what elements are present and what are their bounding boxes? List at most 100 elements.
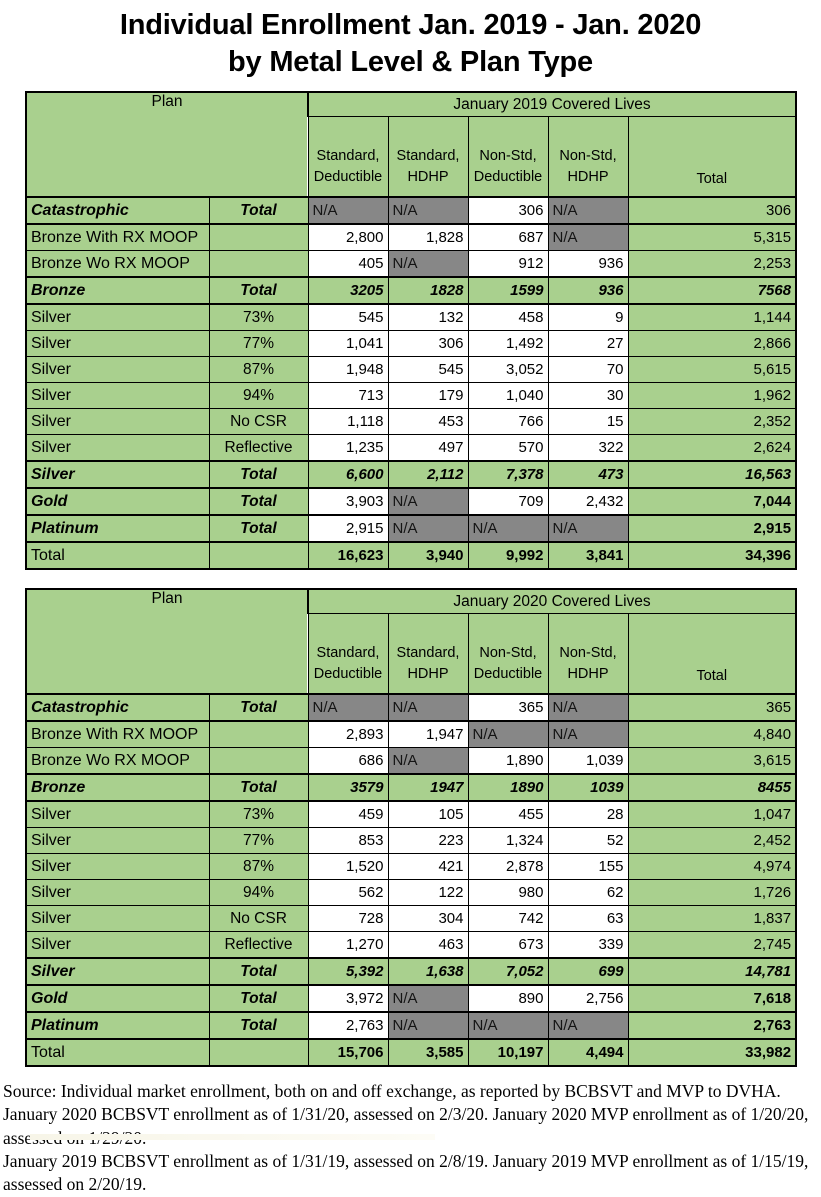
plan-name-cell: Platinum (25, 514, 210, 544)
value-cell: 2,800 (307, 223, 389, 252)
value-cell: 122 (387, 879, 469, 907)
plan-name-cell: Silver (25, 905, 210, 933)
value-cell: 686 (307, 747, 389, 775)
table-row: Bronze Total 3205 1828 1599 936 7568 (25, 276, 797, 306)
plan-subtype-cell: 73% (208, 800, 309, 829)
plan-header-cell: Plan (25, 91, 309, 198)
value-cell: 458 (467, 303, 549, 332)
table-header-row-2: Standard, Deductible Standard, HDHP Non-… (26, 613, 797, 696)
plan-subtype-cell: 73% (208, 303, 309, 332)
value-cell: 405 (307, 250, 389, 278)
value-cell: 9,992 (467, 541, 549, 571)
value-cell: 2,432 (547, 487, 629, 517)
table-row: Platinum Total 2,763 N/A N/A N/A 2,763 (25, 1011, 797, 1041)
value-cell: 1,235 (307, 434, 389, 462)
plan-name-cell: Bronze With RX MOOP (25, 720, 210, 749)
value-cell: 1,047 (627, 800, 797, 829)
table-row: Silver 94% 713 179 1,040 30 1,962 (25, 382, 797, 410)
plan-name-cell: Silver (25, 800, 210, 829)
plan-subtype-cell: Total (208, 957, 309, 987)
value-cell: 4,840 (627, 720, 797, 749)
na-cell: N/A (387, 984, 469, 1014)
column-header-total: Total (627, 613, 797, 696)
value-cell: 728 (307, 905, 389, 933)
value-cell: 2,745 (627, 931, 797, 959)
value-cell: 1,520 (307, 853, 389, 881)
table-row: Silver 77% 853 223 1,324 52 2,452 (25, 827, 797, 855)
value-cell: 2,112 (387, 460, 469, 490)
value-cell: 912 (467, 250, 549, 278)
table-row: Silver 94% 562 122 980 62 1,726 (25, 879, 797, 907)
na-cell: N/A (387, 514, 469, 544)
value-cell: 63 (547, 905, 629, 933)
na-cell: N/A (467, 1011, 549, 1041)
value-cell: 1,638 (387, 957, 469, 987)
value-cell: 1,324 (467, 827, 549, 855)
value-cell: 14,781 (627, 957, 797, 987)
na-cell: N/A (467, 720, 549, 749)
value-cell: 497 (387, 434, 469, 462)
na-cell: N/A (307, 196, 389, 226)
value-cell: 105 (387, 800, 469, 829)
value-cell: 459 (307, 800, 389, 829)
plan-name-cell: Silver (25, 853, 210, 881)
table-row: Silver 77% 1,041 306 1,492 27 2,866 (25, 330, 797, 358)
value-cell: 306 (627, 196, 797, 226)
value-cell: 1,837 (627, 905, 797, 933)
source-note-line: January 2020 BCBSVT enrollment as of 1/3… (3, 1104, 809, 1147)
value-cell: 853 (307, 827, 389, 855)
plan-name-cell: Bronze (25, 773, 210, 803)
value-cell: 1828 (387, 276, 469, 306)
column-header-standard-deductible: Standard, Deductible (307, 613, 389, 696)
value-cell: 980 (467, 879, 549, 907)
table-header-row-2: Standard, Deductible Standard, HDHP Non-… (26, 116, 797, 199)
enrollment-table-2019: Plan January 2019 Covered Lives Standard… (25, 91, 798, 571)
table-row: Silver Reflective 1,235 497 570 322 2,624 (25, 434, 797, 462)
plan-name-cell: Silver (25, 303, 210, 332)
column-header-nonstd-deductible: Non-Std, Deductible (467, 613, 549, 696)
plan-name-cell: Bronze Wo RX MOOP (25, 747, 210, 775)
value-cell: 742 (467, 905, 549, 933)
value-cell: 3,841 (547, 541, 629, 571)
value-cell: 16,563 (627, 460, 797, 490)
plan-name-cell: Bronze Wo RX MOOP (25, 250, 210, 278)
value-cell: 30 (547, 382, 629, 410)
plan-name-cell: Silver (25, 460, 210, 490)
table-row: Silver No CSR 728 304 742 63 1,837 (25, 905, 797, 933)
value-cell: 1,947 (387, 720, 469, 749)
plan-subtype-cell: Total (208, 693, 309, 723)
plan-name-cell: Gold (25, 487, 210, 517)
value-cell: 673 (467, 931, 549, 959)
plan-name-cell: Silver (25, 827, 210, 855)
value-cell: 570 (467, 434, 549, 462)
na-cell: N/A (547, 514, 629, 544)
value-cell: 1,828 (387, 223, 469, 252)
plan-name-cell: Catastrophic (25, 693, 210, 723)
na-cell: N/A (547, 196, 629, 226)
value-cell: 223 (387, 827, 469, 855)
value-cell: 5,392 (307, 957, 389, 987)
table-body-2020: Catastrophic Total N/A N/A 365 N/A 365 Bronze W… (25, 693, 797, 1068)
na-cell: N/A (547, 720, 629, 749)
plan-subtype-cell: Total (208, 487, 309, 517)
na-cell: N/A (387, 487, 469, 517)
table-row: Total 15,706 3,585 10,197 4,494 33,982 (25, 1038, 797, 1068)
table-row: Silver Reflective 1,270 463 673 339 2,745 (25, 931, 797, 959)
value-cell: 2,915 (307, 514, 389, 544)
plan-subtype-cell: Total (208, 276, 309, 306)
plan-subtype-cell: Reflective (208, 434, 309, 462)
value-cell: 2,452 (627, 827, 797, 855)
value-cell: 936 (547, 276, 629, 306)
value-cell: 132 (387, 303, 469, 332)
plan-subtype-cell: Total (208, 773, 309, 803)
plan-name-cell: Bronze With RX MOOP (25, 223, 210, 252)
value-cell: 34,396 (627, 541, 797, 571)
value-cell: 421 (387, 853, 469, 881)
value-cell: 70 (547, 356, 629, 384)
value-cell: 1,726 (627, 879, 797, 907)
table-row: Bronze Wo RX MOOP 686 N/A 1,890 1,039 3,615 (25, 747, 797, 775)
na-cell: N/A (387, 250, 469, 278)
column-header-nonstd-deductible: Non-Std, Deductible (467, 116, 549, 199)
value-cell: 890 (467, 984, 549, 1014)
value-cell: 453 (387, 408, 469, 436)
